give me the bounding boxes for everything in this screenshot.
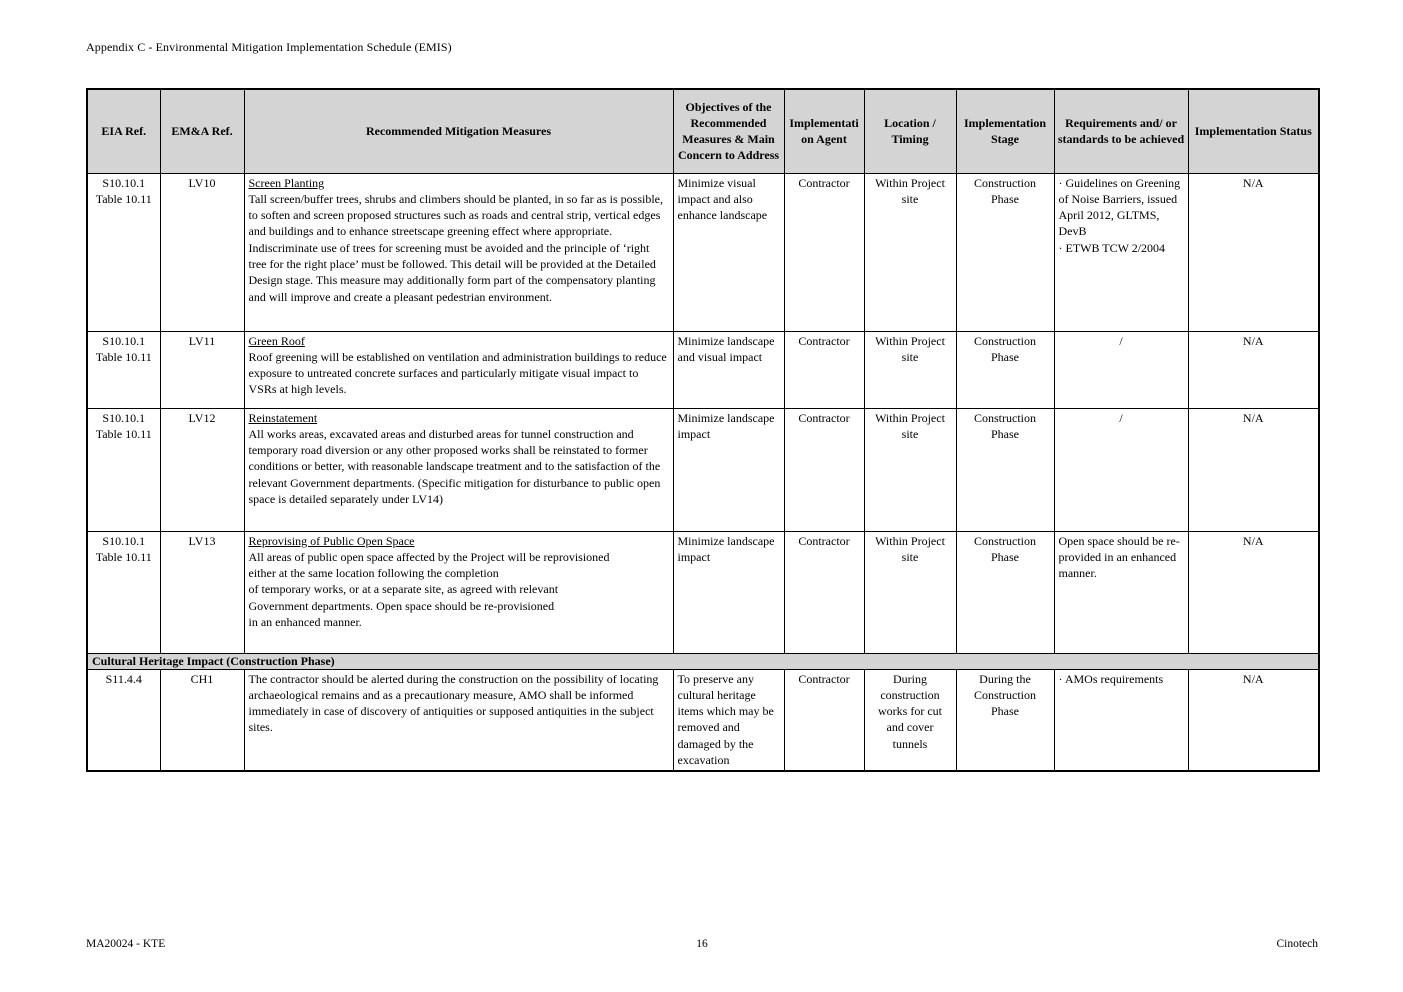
cell-eia-ref: S10.10.1 Table 10.11 [86,172,161,332]
cell-ema-ref: LV11 [159,330,245,409]
cell-objective: Minimize landscape impact [672,407,785,532]
cell-eia-ref: S10.10.1 Table 10.11 [86,530,161,654]
cell-objective: Minimize landscape impact [672,530,785,654]
footer-company-name: Cinotech [1276,938,1318,950]
header-row: EIA Ref. EM&A Ref. Recommended Mitigatio… [86,88,1320,174]
cell-stage: Construction Phase [955,330,1055,409]
cell-agent: Contractor [783,407,865,532]
cell-ema-ref: CH1 [159,668,245,772]
cell-stage: Construction Phase [955,407,1055,532]
measure-title: Green Roof [248,333,305,348]
cell-measure: The contractor should be alerted during … [243,668,674,772]
cell-requirements: / [1053,407,1189,532]
column-header-stage: Implementation Stage [955,88,1055,174]
measure-body: Roof greening will be established on ven… [248,349,667,397]
table-row-ch1: S11.4.4 CH1 The contractor should be ale… [86,668,1320,772]
measure-title: Screen Planting [248,175,325,190]
cell-location: Within Project site [863,530,957,654]
measure-title: Reinstatement [248,410,318,425]
emis-table: EIA Ref. EM&A Ref. Recommended Mitigatio… [86,88,1320,773]
cell-eia-ref: S10.10.1 Table 10.11 [86,407,161,532]
cell-ema-ref: LV12 [159,407,245,532]
footer-project-ref: MA20024 - KTE [86,938,166,950]
column-header-objectives: Objectives of the Recommended Measures &… [672,88,785,174]
cell-agent: Contractor [783,330,865,409]
cell-measure: Screen Planting Tall screen/buffer trees,… [243,172,674,332]
cell-location: Within Project site [863,330,957,409]
cell-stage: Construction Phase [955,530,1055,654]
cell-status: N/A [1187,407,1320,532]
section-header-label: Cultural Heritage Impact (Construction P… [86,652,1320,670]
section-header-row: Cultural Heritage Impact (Construction P… [86,652,1320,670]
cell-status: N/A [1187,172,1320,332]
cell-eia-ref: S11.4.4 [86,668,161,772]
document-title: Appendix C - Environmental Mitigation Im… [86,40,452,54]
cell-objective: To preserve any cultural heritage items … [672,668,785,772]
column-header-agent: Implementation Agent [783,88,865,174]
table-row-lv11: S10.10.1 Table 10.11 LV11 Green Roof Roof… [86,330,1320,409]
column-header-status: Implementation Status [1187,88,1320,174]
table-row-lv10: S10.10.1 Table 10.11 LV10 Screen Plantin… [86,172,1320,332]
cell-objective: Minimize landscape and visual impact [672,330,785,409]
cell-eia-ref: S10.10.1 Table 10.11 [86,330,161,409]
measure-body: All works areas, excavated areas and dis… [248,426,661,506]
cell-requirements: / [1053,330,1189,409]
column-header-requirements: Requirements and/ or standards to be ach… [1053,88,1189,174]
cell-location: Within Project site [863,172,957,332]
cell-status: N/A [1187,530,1320,654]
cell-location: During construction works for cut and co… [863,668,957,772]
cell-location: Within Project site [863,407,957,532]
column-header-measures: Recommended Mitigation Measures [243,88,674,174]
cell-requirements: · AMOs requirements [1053,668,1189,772]
footer-page-number: 16 [696,938,708,950]
cell-measure: Green Roof Roof greening will be establis… [243,330,674,409]
page-footer: MA20024 - KTE 16 Cinotech [86,938,1318,950]
cell-agent: Contractor [783,172,865,332]
measure-body: The contractor should be alerted during … [248,671,659,735]
table-row-lv12: S10.10.1 Table 10.11 LV12 Reinstatement A… [86,407,1320,532]
column-header-ema-ref: EM&A Ref. [159,88,245,174]
cell-requirements: · Guidelines on Greening of Noise Barrie… [1053,172,1189,332]
cell-status: N/A [1187,330,1320,409]
cell-objective: Minimize visual impact and also enhance … [672,172,785,332]
column-header-eia-ref: EIA Ref. [86,88,161,174]
measure-body: Tall screen/buffer trees, shrubs and cli… [248,191,664,304]
column-header-location: Location / Timing [863,88,957,174]
cell-ema-ref: LV10 [159,172,245,332]
cell-ema-ref: LV13 [159,530,245,654]
cell-requirements: Open space should be re-provided in an e… [1053,530,1189,654]
cell-measure: Reinstatement All works areas, excavated … [243,407,674,532]
cell-stage: During the Construction Phase [955,668,1055,772]
measure-title: Reprovising of Public Open Space [248,533,415,548]
cell-stage: Construction Phase [955,172,1055,332]
cell-agent: Contractor [783,530,865,654]
cell-measure: Reprovising of Public Open Space All area… [243,530,674,654]
table-row-lv13: S10.10.1 Table 10.11 LV13 Reprovising of… [86,530,1320,654]
cell-status: N/A [1187,668,1320,772]
cell-agent: Contractor [783,668,865,772]
measure-body: All areas of public open space affected … [248,549,610,629]
